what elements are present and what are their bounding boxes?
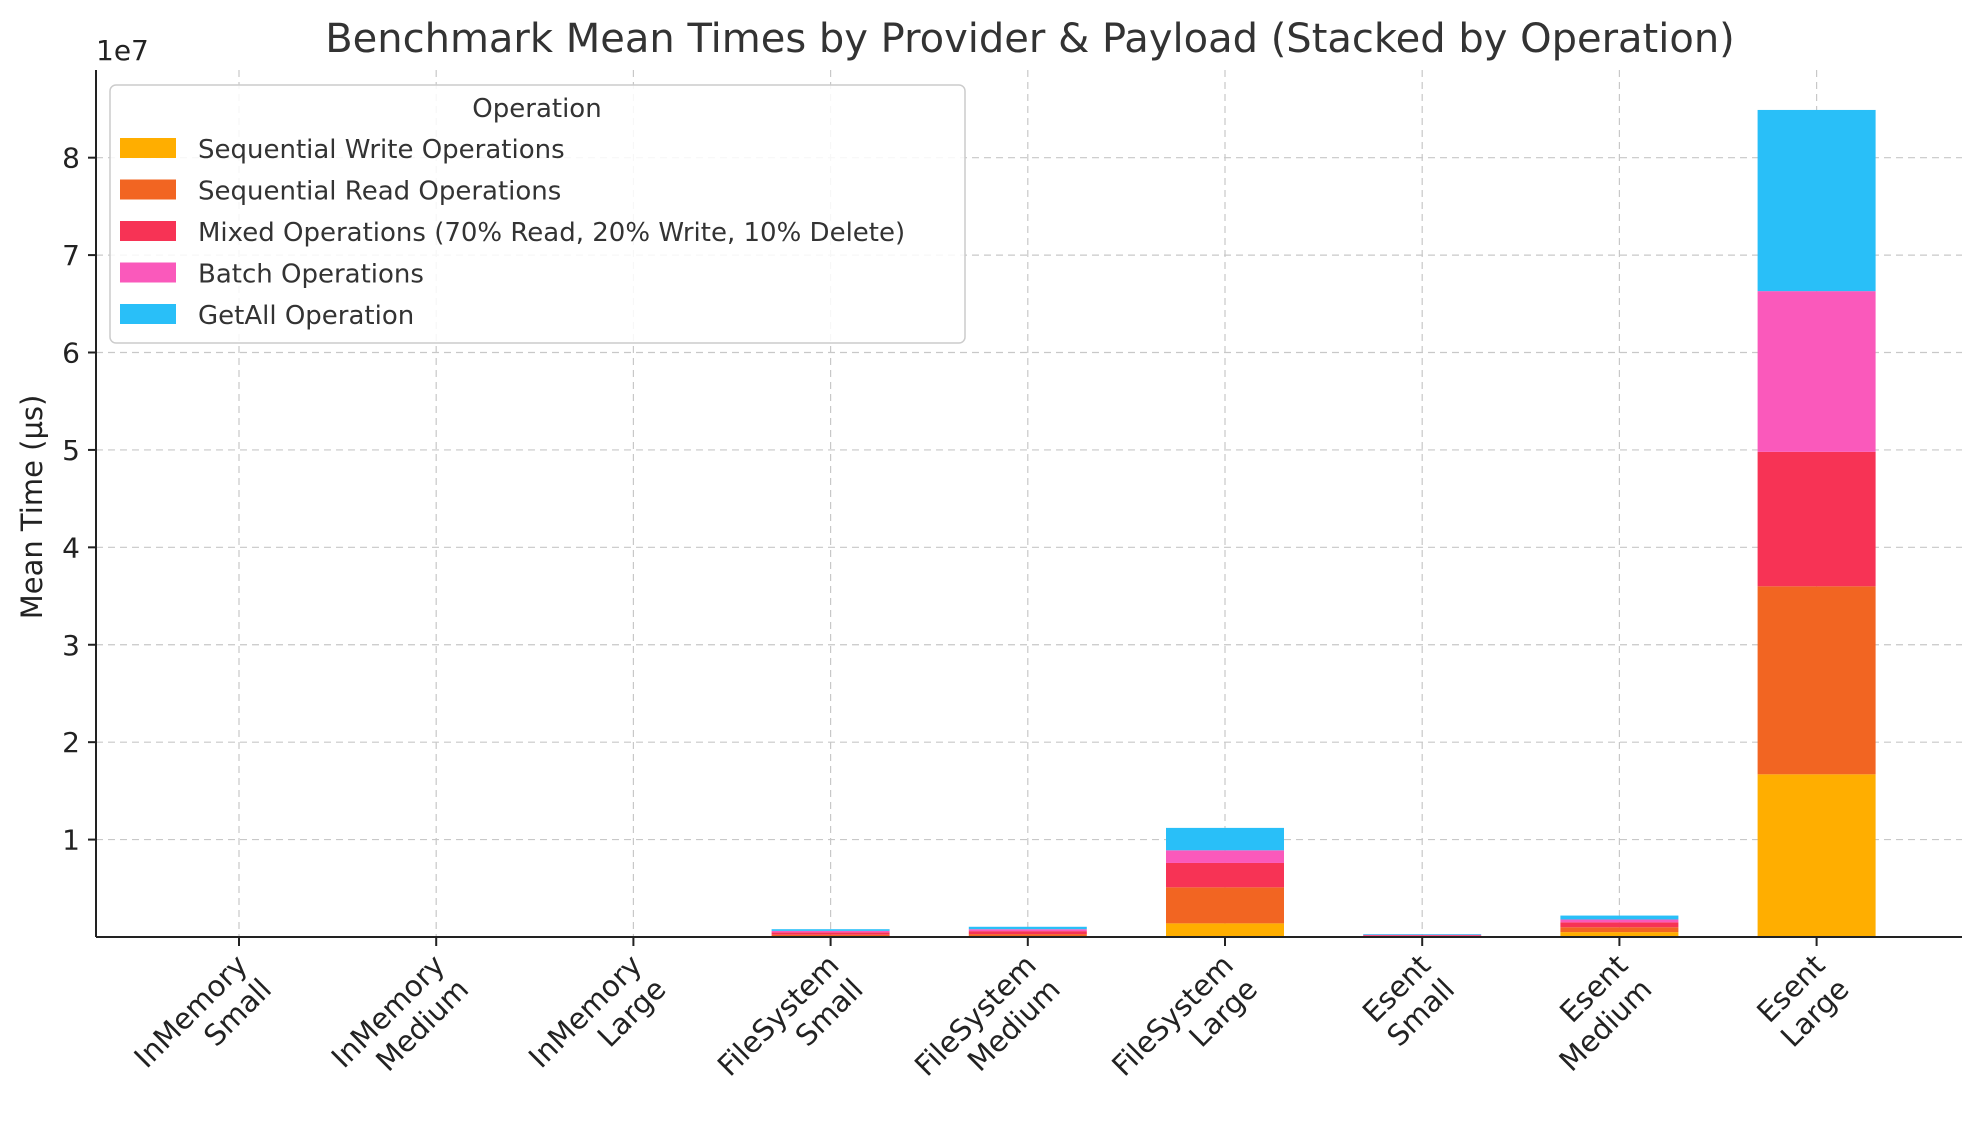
x-tick-label-text: FileSystemSmall: [711, 948, 870, 1107]
legend-label: Sequential Read Operations: [198, 177, 561, 207]
legend-swatch: [120, 138, 176, 158]
x-tick-label: InMemoryMedium: [325, 948, 476, 1099]
legend-swatch: [120, 221, 176, 241]
legend-box: [109, 84, 966, 344]
x-tick-label: FileSystemLarge: [1105, 948, 1264, 1107]
legend-item: Sequential Read Operations: [120, 177, 561, 207]
legend-swatch: [120, 304, 176, 324]
y-axis-offset-label: 1e7: [96, 34, 149, 67]
x-tick-label: EsentSmall: [1356, 948, 1461, 1053]
x-tick-label-text: InMemoryMedium: [325, 948, 476, 1099]
x-tick-label-text: EsentSmall: [1356, 948, 1461, 1053]
bar-segment-sequential-read-operations: [1166, 887, 1284, 924]
legend-title: Operation: [472, 94, 601, 124]
legend-label: Mixed Operations (70% Read, 20% Write, 1…: [198, 218, 905, 248]
bar-segment-sequential-write-operations: [1560, 932, 1679, 937]
x-tick-label-text: FileSystemLarge: [1105, 948, 1264, 1107]
x-tick-label: EsentMedium: [1528, 948, 1658, 1078]
bar-segment-batch-operations: [771, 930, 890, 933]
y-tick-label: 1: [62, 824, 80, 857]
bar-segment-getall-operation: [968, 926, 1087, 930]
bar-segment-getall-operation: [1166, 827, 1284, 851]
legend-item: Sequential Write Operations: [120, 135, 565, 165]
y-tick-label: 4: [62, 531, 80, 564]
bar-segment-batch-operations: [1166, 850, 1284, 863]
x-tick-label: FileSystemMedium: [908, 948, 1067, 1107]
bar-segment-batch-operations: [1560, 919, 1679, 923]
legend: Operation Sequential Write OperationsSeq…: [109, 84, 966, 344]
bar-segment-mixed-operations-70-read-20-write-10-delete: [1560, 922, 1679, 928]
bar-segment-mixed-operations-70-read-20-write-10-delete: [968, 931, 1087, 935]
y-axis-label: Mean Time (µs): [15, 395, 49, 620]
bar-segment-sequential-read-operations: [1560, 927, 1679, 933]
bar-segment-batch-operations: [1757, 291, 1876, 452]
bar-segment-batch-operations: [1363, 934, 1482, 936]
bar-segment-mixed-operations-70-read-20-write-10-delete: [771, 932, 890, 935]
legend-item: Mixed Operations (70% Read, 20% Write, 1…: [120, 218, 905, 248]
bar-segment-sequential-read-operations: [771, 934, 890, 937]
y-tick-label: 5: [62, 434, 80, 467]
y-tick-label: 6: [62, 337, 80, 370]
legend-label: Sequential Write Operations: [198, 135, 565, 165]
x-tick-label-text: InMemorySmall: [127, 948, 278, 1099]
x-tick-label-text: EsentLarge: [1750, 948, 1856, 1054]
bar-segment-getall-operation: [1560, 915, 1679, 920]
y-tick-label: 2: [62, 726, 80, 759]
x-tick-label-text: FileSystemMedium: [908, 948, 1067, 1107]
x-tick-label-text: InMemoryLarge: [522, 948, 673, 1099]
legend-swatch: [120, 262, 176, 283]
x-tick-label: InMemorySmall: [127, 948, 278, 1099]
bar-segment-mixed-operations-70-read-20-write-10-delete: [1166, 862, 1284, 888]
bar-segment-getall-operation: [1363, 934, 1482, 935]
legend-item: Batch Operations: [120, 260, 424, 290]
chart-title: Benchmark Mean Times by Provider & Paylo…: [325, 16, 1735, 62]
bars-layer: [180, 109, 1876, 937]
bar-segment-sequential-read-operations: [1757, 586, 1876, 775]
x-tick-label: EsentLarge: [1750, 948, 1856, 1054]
y-tick-label: 7: [62, 239, 80, 272]
x-tick-label: InMemoryLarge: [522, 948, 673, 1099]
bar-segment-getall-operation: [1757, 109, 1876, 292]
legend-label: GetAll Operation: [198, 301, 414, 331]
x-tick-label: FileSystemSmall: [711, 948, 870, 1107]
legend-label: Batch Operations: [198, 260, 424, 290]
x-tick-label-text: EsentMedium: [1528, 948, 1658, 1078]
legend-items: Sequential Write Operations Sequential Re…: [120, 135, 905, 331]
legend-swatch: [120, 179, 176, 200]
legend-item: GetAll Operation: [120, 301, 414, 331]
y-tick-label: 8: [62, 142, 80, 175]
y-tick-label: 3: [62, 629, 80, 662]
bar-segment-sequential-read-operations: [968, 934, 1087, 937]
bar-segment-mixed-operations-70-read-20-write-10-delete: [1363, 935, 1482, 937]
bar-segment-getall-operation: [771, 929, 890, 931]
bar-segment-sequential-write-operations: [1757, 774, 1876, 937]
bar-segment-sequential-write-operations: [1166, 923, 1284, 937]
bar-segment-batch-operations: [968, 929, 1087, 932]
bar-segment-mixed-operations-70-read-20-write-10-delete: [1757, 451, 1876, 587]
